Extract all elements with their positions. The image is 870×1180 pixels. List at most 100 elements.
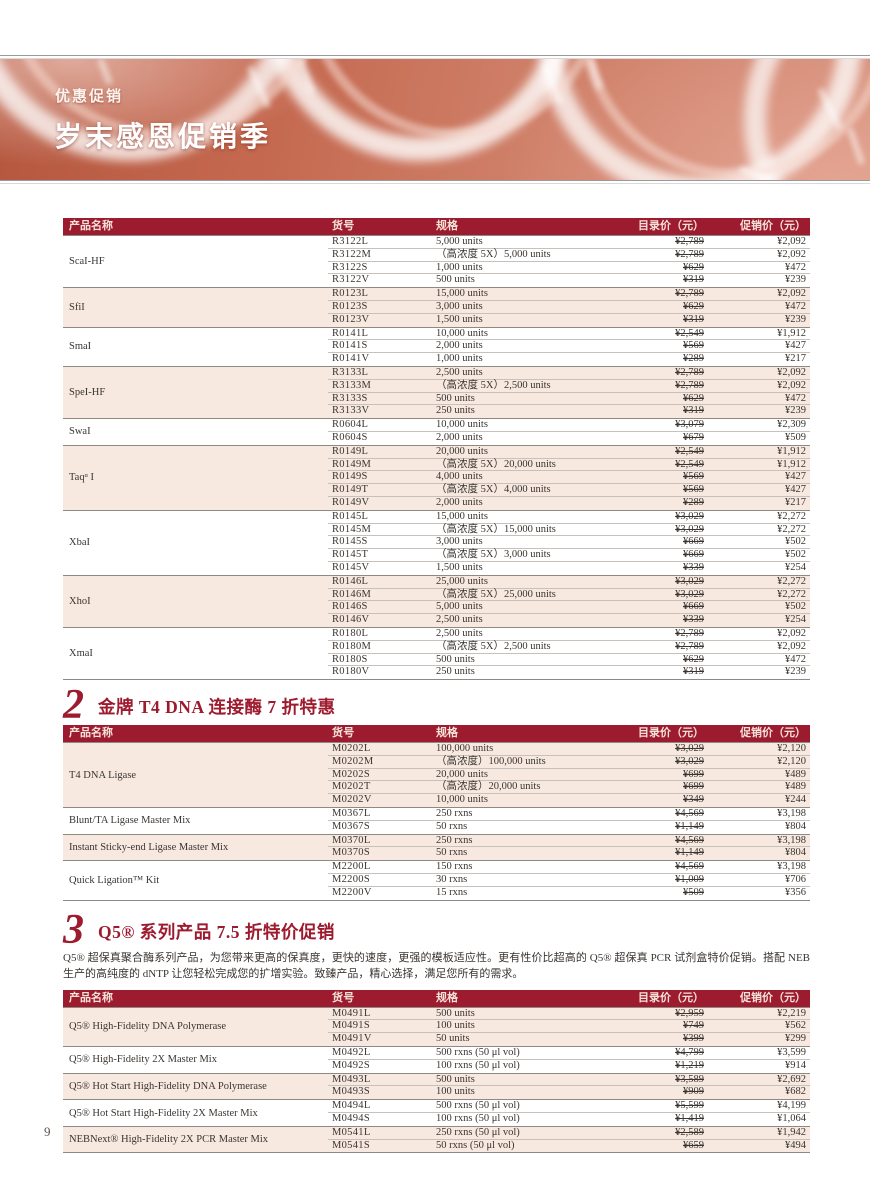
table-row: R0123L 15,000 units ¥2,789 ¥2,092 — [328, 288, 810, 301]
list-price-cell: ¥2,789 — [675, 366, 704, 378]
list-price-cell: ¥699 — [683, 768, 704, 780]
promo-price-cell: ¥2,092 — [777, 248, 806, 260]
list-price-cell: ¥629 — [683, 261, 704, 273]
catalog-cell: R0146V — [332, 614, 370, 626]
list-price-cell: ¥4,569 — [675, 808, 704, 820]
list-price-cell: ¥319 — [683, 313, 704, 325]
spec-cell: 20,000 units — [436, 445, 488, 457]
list-price-cell: ¥659 — [683, 1139, 704, 1151]
col-header-list-price: 目录价（元） — [638, 991, 704, 1004]
t4-ligase-price-table: 产品名称 货号 规格 目录价（元） 促销价（元） T4 DNA Ligase M0202L 1… — [63, 725, 810, 901]
catalog-cell: M0370L — [332, 834, 371, 846]
promo-price-cell: ¥239 — [785, 405, 806, 417]
catalog-cell: R3133S — [332, 392, 368, 404]
table-header-row: 产品名称 货号 规格 目录价（元） 促销价（元） — [63, 725, 810, 743]
promo-price-cell: ¥509 — [785, 431, 806, 443]
table-row: R0604S 2,000 units ¥679 ¥509 — [328, 432, 810, 445]
table-row: M0491V 50 units ¥399 ¥299 — [328, 1033, 810, 1046]
product-group-rows: R3122L 5,000 units ¥2,789 ¥2,092 R3122M （高浓度 … — [328, 236, 810, 287]
spec-cell: （高浓度 5X）5,000 units — [436, 248, 551, 260]
list-price-cell: ¥3,029 — [675, 755, 704, 767]
catalog-cell: R3122L — [332, 236, 369, 247]
catalog-cell: R0123V — [332, 313, 370, 325]
spec-cell: 500 rxns (50 μl vol) — [436, 1047, 520, 1059]
table-row: M0494S 100 rxns (50 μl vol) ¥1,419 ¥1,064 — [328, 1113, 810, 1126]
list-price-cell: ¥629 — [683, 653, 704, 665]
catalog-cell: M0541S — [332, 1139, 370, 1151]
section-2-title: 金牌 T4 DNA 连接酶 7 折特惠 — [98, 697, 336, 718]
catalog-cell: M0202M — [332, 755, 374, 767]
table-row: M0492L 500 rxns (50 μl vol) ¥4,799 ¥3,599 — [328, 1047, 810, 1060]
catalog-cell: R0146M — [332, 588, 372, 600]
catalog-cell: R3133V — [332, 405, 370, 417]
table-row: R0146M （高浓度 5X）25,000 units ¥3,029 ¥2,272 — [328, 589, 810, 602]
table-row: R0145M （高浓度 5X）15,000 units ¥3,029 ¥2,272 — [328, 524, 810, 537]
catalog-cell: R0146L — [332, 575, 369, 587]
col-header-spec: 规格 — [436, 991, 458, 1004]
promo-price-cell: ¥2,120 — [777, 743, 806, 755]
table-row: R0145V 1,500 units ¥339 ¥254 — [328, 562, 810, 575]
list-price-cell: ¥669 — [683, 536, 704, 548]
table-row: R0146S 5,000 units ¥669 ¥502 — [328, 601, 810, 615]
product-name: Q5® High-Fidelity 2X Master Mix — [69, 1054, 217, 1066]
promo-price-cell: ¥1,912 — [777, 458, 806, 470]
list-price-cell: ¥289 — [683, 353, 704, 365]
section-3-number: 3 — [63, 906, 84, 953]
catalog-cell: M0367S — [332, 820, 370, 832]
promo-price-cell: ¥489 — [785, 768, 806, 780]
table-row: M0493S 100 units ¥909 ¥682 — [328, 1086, 810, 1099]
col-header-product: 产品名称 — [69, 991, 113, 1004]
table-header-row: 产品名称 货号 规格 目录价（元） 促销价（元） — [63, 989, 810, 1007]
spec-cell: （高浓度 5X）4,000 units — [436, 484, 551, 496]
list-price-cell: ¥3,589 — [675, 1073, 704, 1085]
catalog-cell: R0141S — [332, 340, 368, 352]
product-name: SwaI — [69, 426, 91, 438]
catalog-cell: M0370S — [332, 847, 370, 859]
table-row: M0491L 500 units ¥2,959 ¥2,219 — [328, 1008, 810, 1021]
promo-price-cell: ¥706 — [785, 874, 806, 886]
catalog-cell: M0494L — [332, 1100, 371, 1112]
catalog-cell: R0141L — [332, 327, 369, 339]
col-header-list-price: 目录价（元） — [638, 727, 704, 740]
spec-cell: 50 rxns (50 μl vol) — [436, 1139, 515, 1151]
list-price-cell: ¥1,009 — [675, 874, 704, 886]
table-row: R3122L 5,000 units ¥2,789 ¥2,092 — [328, 236, 810, 249]
promo-price-cell: ¥239 — [785, 313, 806, 325]
table-row: R3133M （高浓度 5X）2,500 units ¥2,789 ¥2,092 — [328, 380, 810, 393]
catalog-cell: M0491S — [332, 1020, 370, 1032]
promo-price-cell: ¥299 — [785, 1033, 806, 1045]
promo-price-cell: ¥502 — [785, 536, 806, 548]
table-row: R0180S 500 units ¥629 ¥472 — [328, 654, 810, 667]
catalog-cell: R3133L — [332, 366, 369, 378]
product-group-rows: M0492L 500 rxns (50 μl vol) ¥4,799 ¥3,599 M0… — [328, 1047, 810, 1073]
product-group: NEBNext® High-Fidelity 2X PCR Master Mix… — [63, 1125, 810, 1153]
product-group-rows: M0494L 500 rxns (50 μl vol) ¥5,599 ¥4,199 M0… — [328, 1100, 810, 1126]
spec-cell: 500 units — [436, 653, 475, 665]
spec-cell: 10,000 units — [436, 327, 488, 339]
table-row: R0149S 4,000 units ¥569 ¥427 — [328, 471, 810, 485]
promo-price-cell: ¥3,198 — [777, 808, 806, 820]
product-group: Q5® Hot Start High-Fidelity DNA Polymera… — [63, 1072, 810, 1100]
list-price-cell: ¥319 — [683, 405, 704, 417]
product-name: XhoI — [69, 595, 91, 607]
product-name: Quick Ligation™ Kit — [69, 874, 160, 886]
top-margin — [0, 0, 870, 55]
promo-price-cell: ¥472 — [785, 261, 806, 273]
list-price-cell: ¥909 — [683, 1086, 704, 1098]
promo-price-cell: ¥1,912 — [777, 327, 806, 339]
product-group-rows: R0145L 15,000 units ¥3,029 ¥2,272 R0145M （高浓度… — [328, 511, 810, 575]
promo-price-cell: ¥244 — [785, 794, 806, 806]
list-price-cell: ¥2,789 — [675, 379, 704, 391]
product-name: SmaI — [69, 341, 92, 353]
table-row: M2200L 150 rxns ¥4,569 ¥3,198 — [328, 861, 810, 875]
spec-cell: 250 rxns — [436, 834, 473, 846]
spec-cell: 250 rxns — [436, 808, 473, 820]
spec-cell: 3,000 units — [436, 300, 483, 312]
promo-price-cell: ¥502 — [785, 601, 806, 613]
spec-cell: 5,000 units — [436, 236, 483, 247]
table-row: R0141L 10,000 units ¥2,549 ¥1,912 — [328, 328, 810, 341]
spec-cell: 1,000 units — [436, 261, 483, 273]
list-price-cell: ¥2,789 — [675, 640, 704, 652]
list-price-cell: ¥1,149 — [675, 820, 704, 832]
